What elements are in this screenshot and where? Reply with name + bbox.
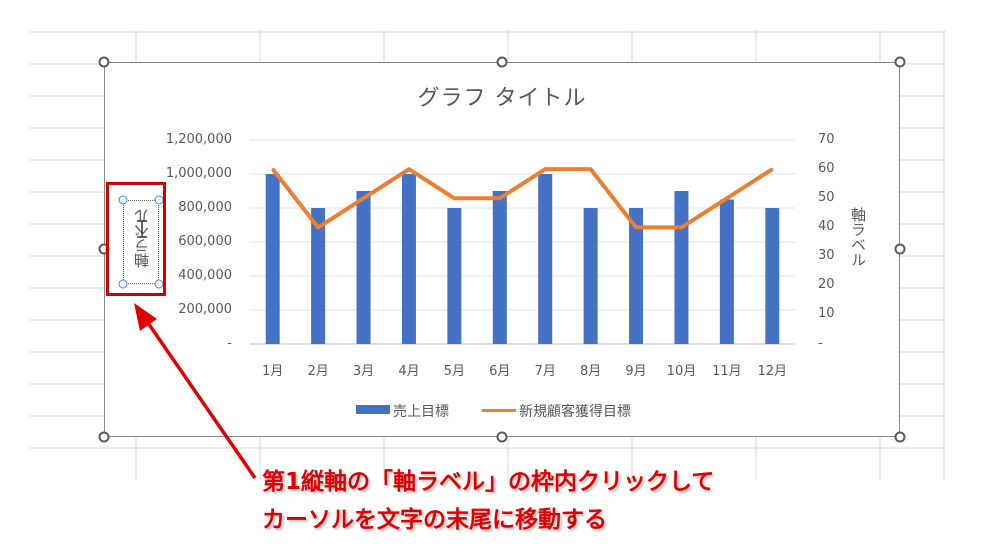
primary-axis-tick: 400,000 <box>178 268 232 283</box>
resize-handle-bottom-left[interactable] <box>98 431 110 443</box>
highlight-box <box>106 182 166 296</box>
selection-handle[interactable] <box>118 279 128 289</box>
text-cursor-icon <box>137 220 147 238</box>
resize-handle-top-left[interactable] <box>98 56 110 68</box>
secondary-axis-tick: 30 <box>818 248 835 263</box>
resize-handle-top-right[interactable] <box>894 56 906 68</box>
category-tick-label: 1月 <box>262 364 284 379</box>
primary-axis-tick: - <box>227 336 232 351</box>
category-tick-label: 2月 <box>307 364 329 379</box>
secondary-axis-tick: - <box>818 336 823 351</box>
legend-bar-swatch <box>356 405 390 414</box>
category-tick-label: 6月 <box>489 364 511 379</box>
primary-axis-tick: 1,200,000 <box>165 132 232 147</box>
secondary-axis-tick: 10 <box>818 306 835 321</box>
secondary-axis-tick: 50 <box>818 190 835 205</box>
category-tick-label: 4月 <box>398 364 420 379</box>
primary-axis-tick: 800,000 <box>178 200 232 215</box>
primary-axis-title-box[interactable] <box>123 200 159 284</box>
secondary-axis-tick: 20 <box>818 277 835 292</box>
category-tick-label: 3月 <box>352 364 375 379</box>
annotation-line-2: カーソルを文字の末尾に移動する <box>262 507 607 533</box>
category-tick-label: 8月 <box>579 364 602 379</box>
resize-handle-bottom-center[interactable] <box>496 431 508 443</box>
category-tick-label: 11月 <box>712 364 742 379</box>
annotation-line-1: 第1縦軸の「軸ラベル」の枠内クリックして <box>262 469 715 495</box>
category-tick-label: 9月 <box>625 364 647 379</box>
resize-handle-bottom-right[interactable] <box>894 431 906 443</box>
secondary-axis-tick: 70 <box>818 132 835 147</box>
selection-handle[interactable] <box>118 195 128 205</box>
category-tick-label: 7月 <box>534 364 556 379</box>
primary-axis-tick: 1,000,000 <box>165 166 232 181</box>
primary-axis-tick: 600,000 <box>178 234 232 249</box>
chart-title[interactable]: グラフ タイトル <box>417 86 587 111</box>
legend-line-swatch <box>482 409 516 412</box>
legend-bar-label[interactable]: 売上目標 <box>393 404 449 420</box>
resize-handle-middle-right[interactable] <box>894 243 906 255</box>
chart-area[interactable] <box>104 62 900 437</box>
secondary-axis-tick: 60 <box>818 161 835 176</box>
category-tick-label: 5月 <box>443 364 466 379</box>
resize-handle-top-center[interactable] <box>496 56 508 68</box>
primary-axis-tick: 200,000 <box>178 302 232 317</box>
secondary-axis-tick: 40 <box>818 219 835 234</box>
secondary-axis-title[interactable]: 軸ラベル <box>849 207 867 267</box>
legend-line-label[interactable]: 新規顧客獲得目標 <box>519 404 631 420</box>
category-tick-label: 12月 <box>757 364 788 379</box>
category-tick-label: 10月 <box>666 364 697 379</box>
